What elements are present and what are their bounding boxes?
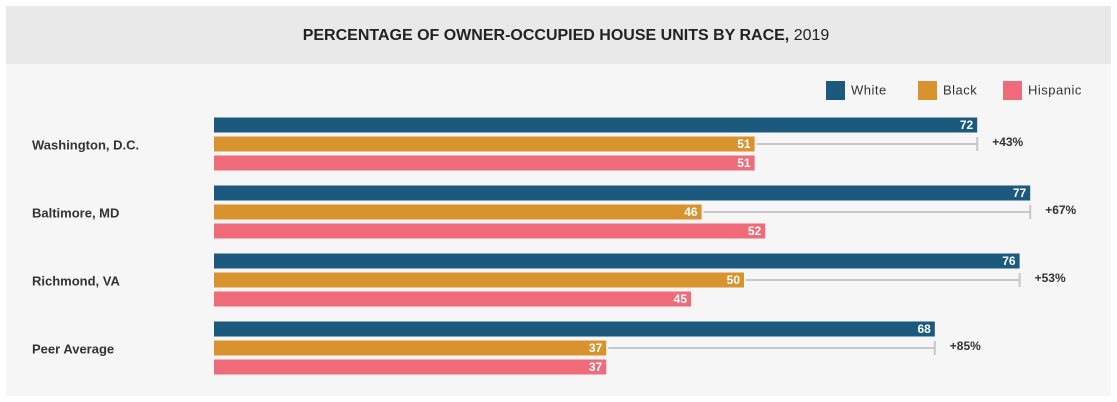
value-label: 52 [748, 224, 762, 238]
value-label: 45 [674, 292, 688, 306]
bar [214, 136, 755, 152]
value-label: 50 [727, 273, 741, 287]
bar [214, 272, 744, 288]
legend-label: White [851, 82, 887, 97]
chart-title: PERCENTAGE OF OWNER-OCCUPIED HOUSE UNITS… [303, 27, 830, 44]
value-label: 72 [960, 118, 974, 132]
bar [214, 359, 607, 375]
category-label: Baltimore, MD [32, 205, 119, 220]
title-main: PERCENTAGE OF OWNER-OCCUPIED HOUSE UNITS… [303, 27, 790, 44]
bar [214, 340, 607, 356]
bar [214, 155, 755, 171]
panel [6, 6, 1111, 396]
category-label: Richmond, VA [32, 273, 120, 288]
legend-swatch [826, 81, 845, 100]
gap-label: +43% [992, 135, 1023, 149]
gap-label: +53% [1035, 271, 1066, 285]
value-label: 37 [589, 341, 603, 355]
bar [214, 223, 766, 239]
bar [214, 291, 691, 307]
bar [214, 117, 978, 133]
value-label: 51 [737, 137, 751, 151]
title-year: 2019 [794, 27, 830, 44]
value-label: 77 [1013, 186, 1027, 200]
bar [214, 253, 1020, 269]
bar [214, 204, 702, 220]
value-label: 76 [1002, 254, 1016, 268]
value-label: 51 [737, 156, 751, 170]
legend-swatch [1003, 81, 1022, 100]
legend-swatch [918, 81, 937, 100]
gap-label: +67% [1045, 203, 1076, 217]
value-label: 37 [589, 360, 603, 374]
legend-label: Black [943, 82, 977, 97]
legend-label: Hispanic [1028, 82, 1082, 97]
gap-label: +85% [950, 339, 981, 353]
category-label: Peer Average [32, 341, 114, 356]
bar [214, 185, 1031, 201]
bar [214, 321, 935, 337]
value-label: 46 [684, 205, 698, 219]
title-band [6, 6, 1111, 64]
category-label: Washington, D.C. [32, 137, 139, 152]
value-label: 68 [917, 322, 931, 336]
